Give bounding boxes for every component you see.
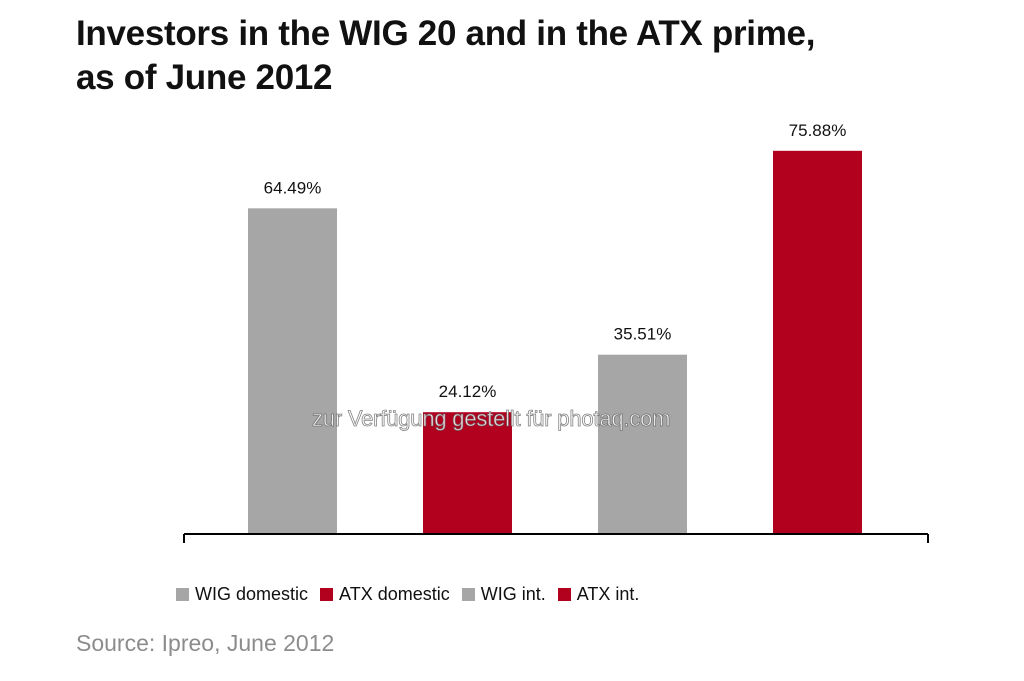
- source-note: Source: Ipreo, June 2012: [76, 630, 335, 656]
- legend-label: ATX int.: [576, 584, 640, 604]
- legend-swatch: [176, 588, 189, 601]
- legend-swatch: [557, 588, 571, 601]
- legend-label: WIG int.: [480, 584, 546, 604]
- bar-wig-domestic: [248, 208, 337, 534]
- legend-label: ATX domestic: [339, 584, 450, 604]
- chart-legend: WIG domestic ATX domestic WIG int. ATX int.: [176, 584, 651, 605]
- data-label: 35.51%: [614, 325, 672, 344]
- chart-title-line-2: as of June 2012: [76, 58, 333, 97]
- legend-swatch: [320, 588, 334, 601]
- legend-label: WIG domestic: [195, 584, 309, 604]
- bar-atx-int: [773, 150, 862, 534]
- chart-title-line-1: Investors in the WIG 20 and in the ATX p…: [76, 14, 816, 53]
- bar-wig-int: [598, 354, 687, 534]
- data-label: 24.12%: [439, 382, 497, 401]
- bar-atx-domestic: [423, 412, 512, 534]
- legend-item: ATX int.: [557, 584, 640, 605]
- watermark-text: zur Verfügung gestellt für photaq.com: [312, 406, 671, 432]
- chart-title: Investors in the WIG 20 and in the ATX p…: [76, 12, 815, 100]
- legend-item: WIG int.: [461, 584, 546, 605]
- legend-item: WIG domestic: [176, 584, 308, 605]
- data-label: 64.49%: [264, 178, 322, 197]
- legend-item: ATX domestic: [320, 584, 450, 605]
- data-label: 75.88%: [789, 121, 847, 140]
- legend-swatch: [461, 588, 475, 601]
